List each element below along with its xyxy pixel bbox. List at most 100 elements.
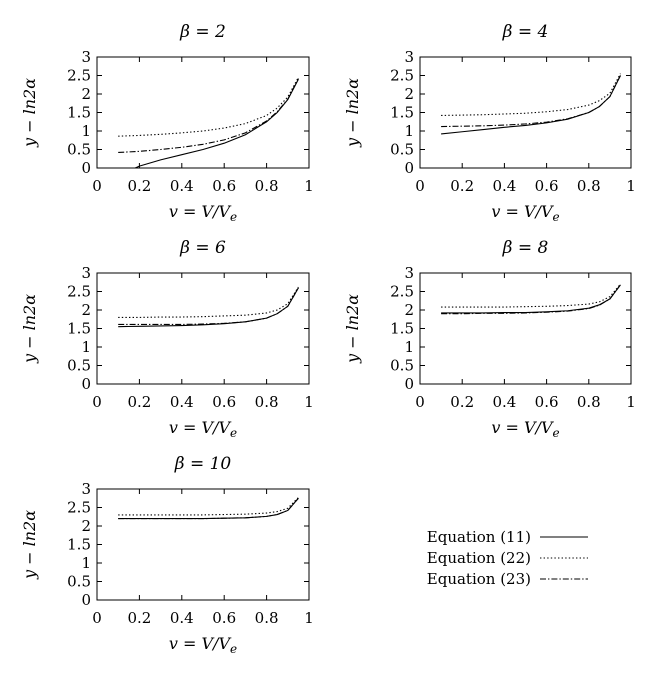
- chart-panel-4: β = 80 0.2 0.4 0.6 0.8 100.511.522.53v = V/Ve…: [343, 238, 636, 440]
- x-tick-label: 0.6: [212, 177, 236, 195]
- series-line-dotted: [441, 283, 621, 308]
- x-tick-label: 1: [304, 177, 314, 195]
- x-tick-label: 0.8: [577, 177, 601, 195]
- y-tick-label: 0: [81, 159, 91, 177]
- y-tick-label: 0.5: [67, 573, 91, 591]
- x-tick-label: 0.2: [127, 393, 151, 411]
- legend: Equation (11) Equation (22) Equation (23): [427, 528, 588, 588]
- plot-frame: [96, 488, 310, 601]
- y-tick-label: 3: [81, 48, 91, 66]
- y-tick-label: 1: [404, 338, 414, 356]
- series-line-dashdot: [118, 287, 299, 325]
- x-tick-label: 0.6: [212, 609, 236, 627]
- x-tick-label: 0.8: [255, 177, 279, 195]
- y-tick-label: 1: [404, 122, 414, 140]
- y-tick-label: 1.5: [67, 320, 91, 338]
- x-axis-label: v = V/Ve: [491, 418, 559, 440]
- plot-frame: [419, 56, 632, 169]
- x-tick-label: 0.2: [450, 177, 474, 195]
- y-axis-label: y − ln2α: [20, 510, 39, 580]
- y-axis-label: y − ln2α: [343, 294, 362, 364]
- x-tick-label: 0.4: [170, 177, 194, 195]
- y-tick-label: 0.5: [390, 357, 414, 375]
- chart-title: β = 8: [502, 238, 549, 258]
- x-tick-label: 0: [92, 177, 102, 195]
- x-tick-label: 0.8: [577, 393, 601, 411]
- x-tick-label: 0.2: [450, 393, 474, 411]
- y-tick-label: 0.5: [67, 141, 91, 159]
- legend-label: Equation (23): [427, 570, 531, 588]
- x-axis-label: v = V/Ve: [169, 418, 237, 440]
- plot-frame: [419, 272, 632, 385]
- x-axis-label: v = V/Ve: [491, 202, 559, 224]
- y-tick-label: 2.5: [390, 283, 414, 301]
- y-tick-label: 1.5: [390, 104, 414, 122]
- y-tick-label: 2: [81, 301, 91, 319]
- x-tick-label: 0.6: [212, 393, 236, 411]
- y-tick-label: 0.5: [390, 141, 414, 159]
- series-line-dashdot: [441, 75, 621, 128]
- y-tick-label: 1: [81, 554, 91, 572]
- series-line-solid: [134, 78, 299, 169]
- y-tick-label: 2.5: [67, 67, 91, 85]
- y-tick-label: 1.5: [67, 104, 91, 122]
- x-tick-label: 1: [626, 177, 636, 195]
- y-tick-label: 1.5: [67, 536, 91, 554]
- x-tick-label: 1: [626, 393, 636, 411]
- y-tick-label: 0: [81, 375, 91, 393]
- y-tick-label: 3: [404, 48, 414, 66]
- plot-frame: [96, 272, 310, 385]
- y-tick-label: 2: [81, 517, 91, 535]
- chart-title: β = 4: [502, 22, 549, 42]
- x-tick-label: 0.2: [127, 609, 151, 627]
- y-axis-label: y − ln2α: [20, 294, 39, 364]
- chart-title: β = 2: [179, 22, 226, 42]
- legend-label: Equation (22): [427, 549, 531, 567]
- x-tick-label: 0.4: [170, 609, 194, 627]
- y-tick-label: 1.5: [390, 320, 414, 338]
- y-tick-label: 3: [81, 264, 91, 282]
- series-line-dotted: [118, 497, 299, 516]
- y-axis-label: y − ln2α: [20, 78, 39, 148]
- series-line-solid: [118, 287, 299, 328]
- legend-label: Equation (11): [427, 528, 531, 546]
- series-line-solid: [441, 284, 621, 314]
- y-tick-label: 1: [81, 338, 91, 356]
- chart-title: β = 10: [174, 454, 232, 474]
- x-tick-label: 0.4: [492, 177, 516, 195]
- y-tick-label: 2.5: [390, 67, 414, 85]
- x-axis-label: v = V/Ve: [169, 202, 237, 224]
- x-tick-label: 0: [92, 393, 102, 411]
- y-axis-label: y − ln2α: [343, 78, 362, 148]
- series-line-dashdot: [118, 497, 299, 520]
- x-axis-label: v = V/Ve: [169, 634, 237, 656]
- y-tick-label: 3: [404, 264, 414, 282]
- series-line-dotted: [118, 286, 299, 318]
- series-line-solid: [441, 75, 621, 135]
- y-tick-label: 0: [404, 375, 414, 393]
- x-tick-label: 0: [415, 393, 425, 411]
- series-line-dashdot: [441, 284, 621, 315]
- y-tick-label: 2: [404, 85, 414, 103]
- y-tick-label: 0.5: [67, 357, 91, 375]
- chart-panel-1: β = 20 0.2 0.4 0.6 0.8 100.511.522.53v = V/Ve…: [20, 22, 314, 224]
- chart-panel-3: β = 60 0.2 0.4 0.6 0.8 100.511.522.53v = V/Ve…: [20, 238, 314, 440]
- x-tick-label: 0.8: [255, 609, 279, 627]
- y-tick-label: 2.5: [67, 499, 91, 517]
- x-tick-label: 0.6: [535, 177, 559, 195]
- y-tick-label: 0: [81, 591, 91, 609]
- x-tick-label: 0.2: [127, 177, 151, 195]
- series-line-dotted: [441, 73, 621, 117]
- x-tick-label: 0: [92, 609, 102, 627]
- y-tick-label: 1: [81, 122, 91, 140]
- y-tick-label: 3: [81, 480, 91, 498]
- x-tick-label: 0.4: [170, 393, 194, 411]
- x-tick-label: 0.6: [535, 393, 559, 411]
- chart-title: β = 6: [179, 238, 226, 258]
- series-line-dotted: [118, 77, 299, 137]
- chart-panel-2: β = 40 0.2 0.4 0.6 0.8 100.511.522.53v = V/Ve…: [343, 22, 636, 224]
- series-line-dashdot: [118, 78, 299, 154]
- y-tick-label: 0: [404, 159, 414, 177]
- y-tick-label: 2: [81, 85, 91, 103]
